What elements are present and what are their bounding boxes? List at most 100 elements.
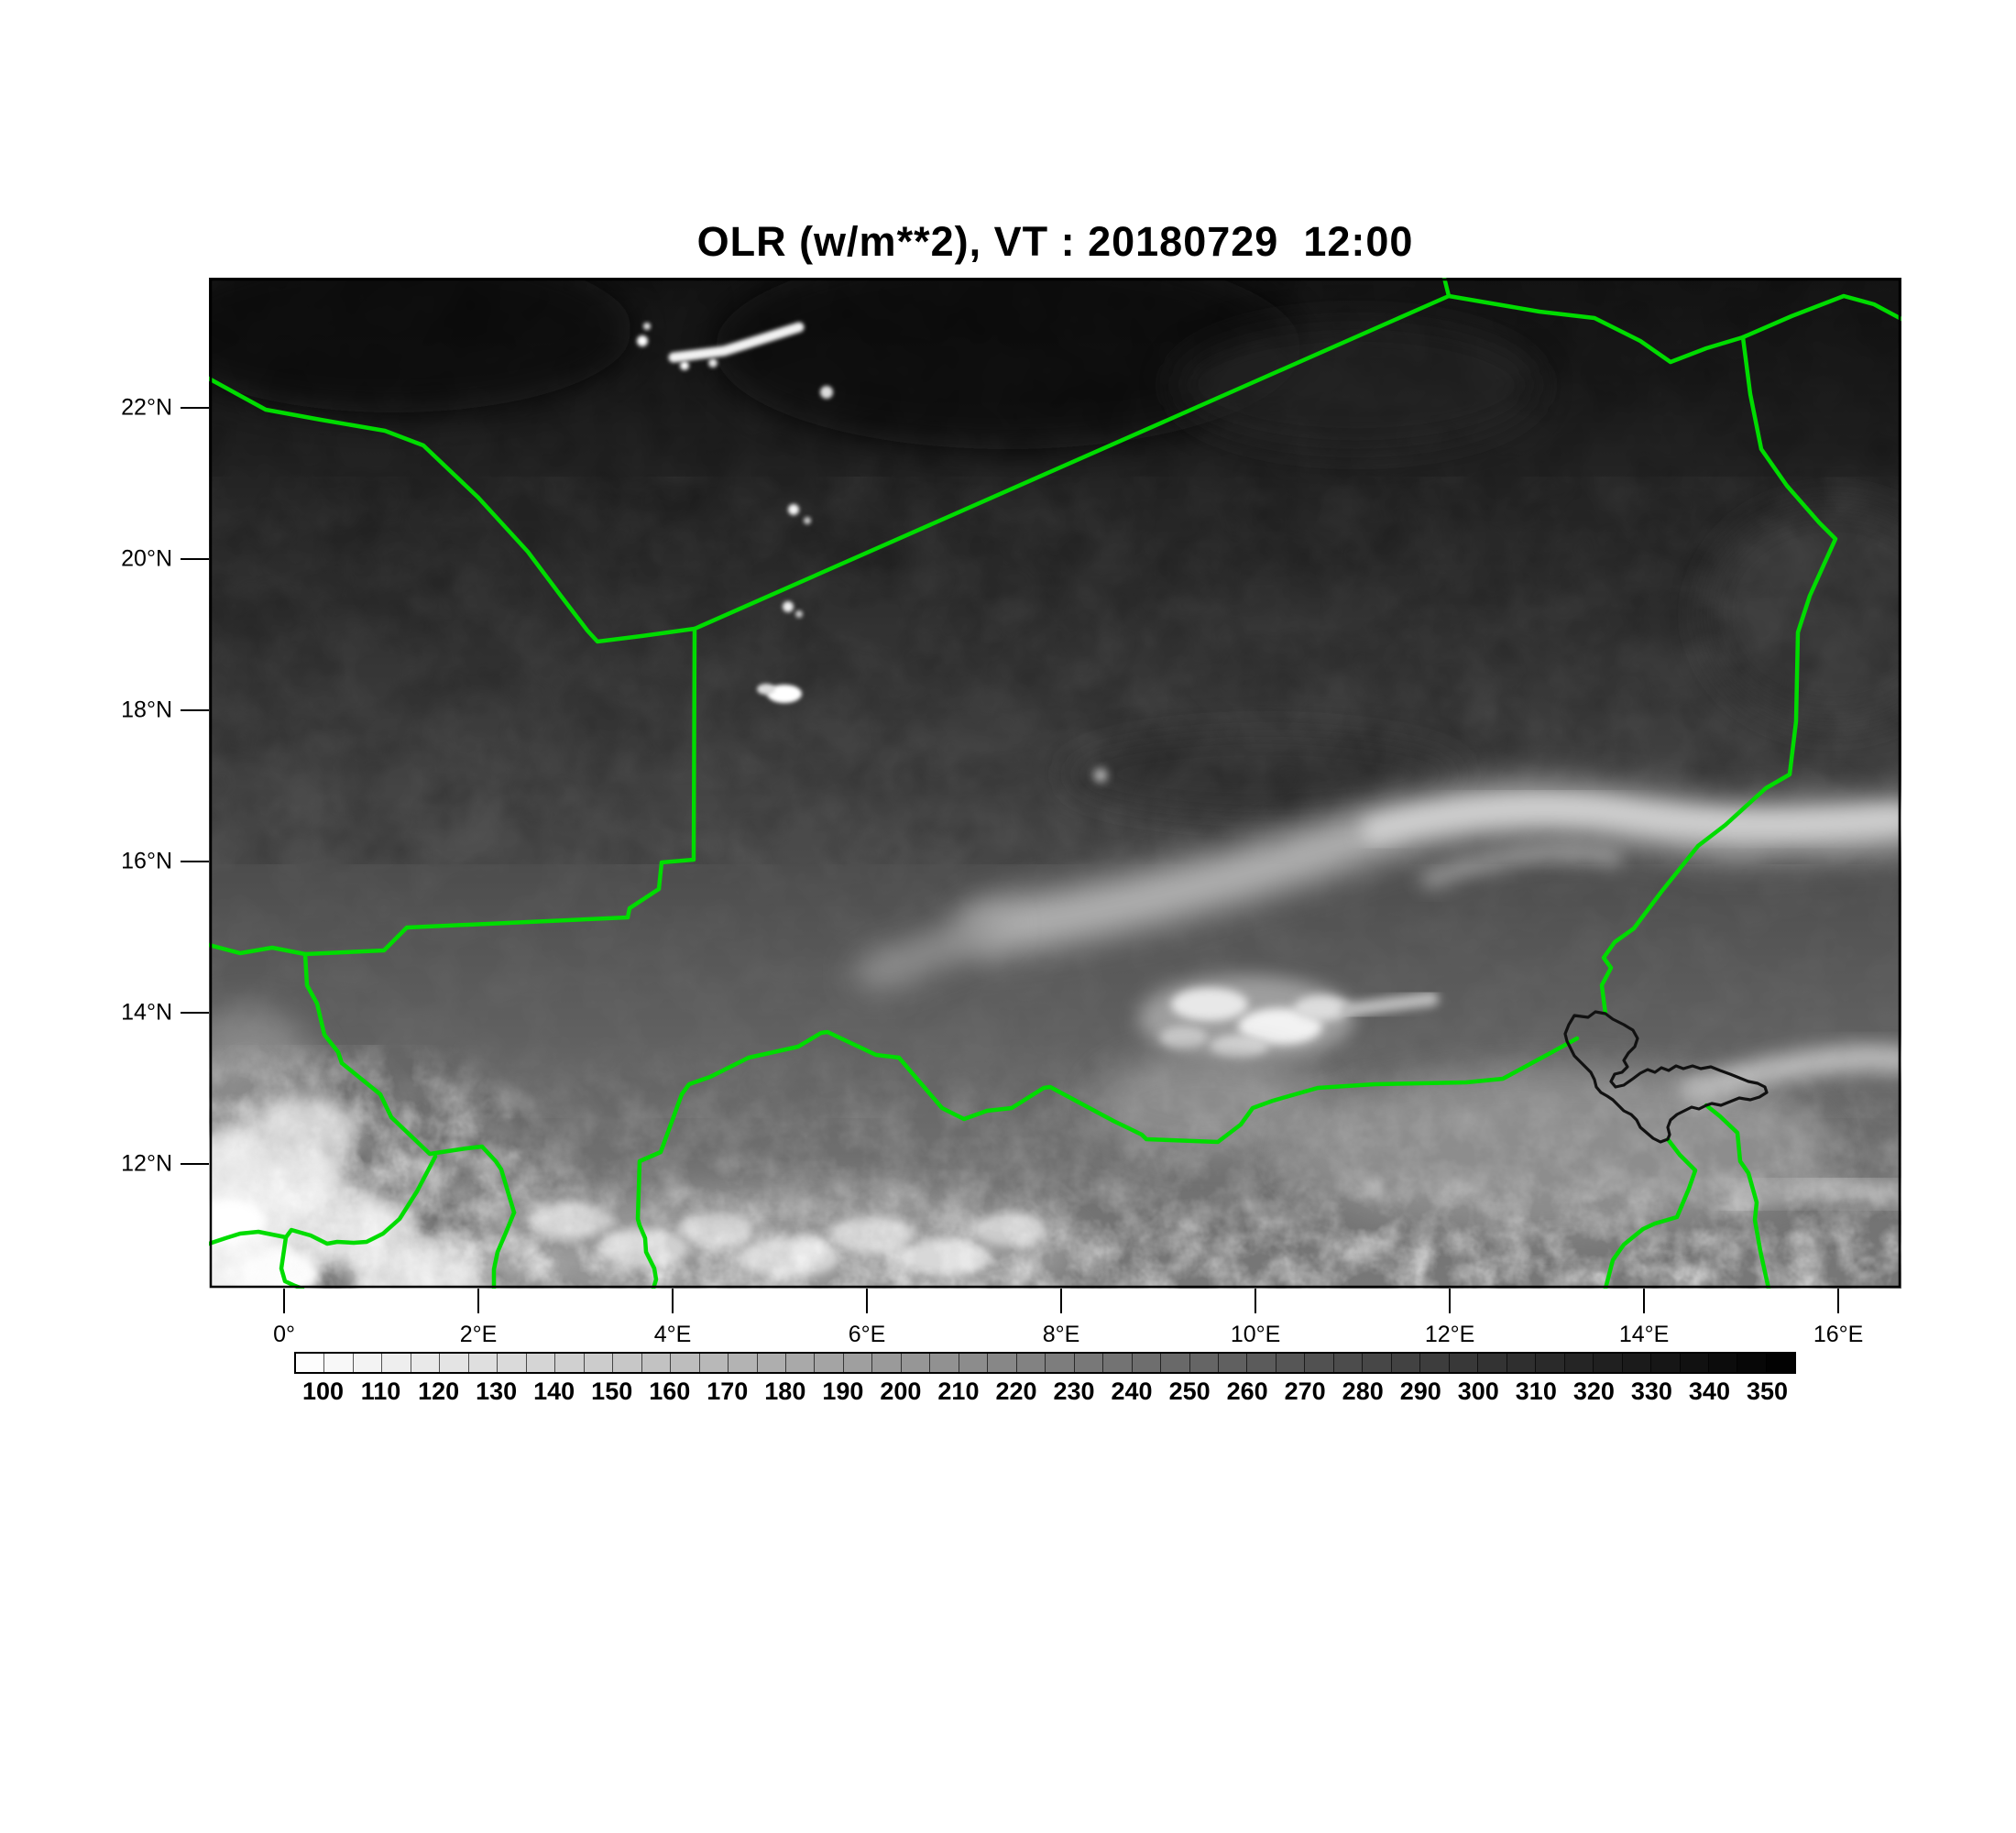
- colorbar-segment-145: [583, 1354, 613, 1372]
- lon-tick-12: [1449, 1289, 1452, 1313]
- colorbar-label-150: 150: [591, 1377, 633, 1405]
- lon-tick-16: [1837, 1289, 1840, 1313]
- colorbar-segment-340: [1707, 1354, 1737, 1372]
- colorbar-segment-275: [1332, 1354, 1363, 1372]
- lon-label-10: 10°E: [1230, 1322, 1281, 1347]
- lake-chad-outline: [1563, 1010, 1769, 1144]
- colorbar-segment-305: [1506, 1354, 1536, 1372]
- colorbar-segment-115: [410, 1354, 440, 1372]
- colorbar-segment-165: [698, 1354, 729, 1372]
- colorbar-label-280: 280: [1342, 1377, 1384, 1405]
- colorbar-segment-300: [1477, 1354, 1507, 1372]
- lon-label-6: 6°E: [848, 1322, 886, 1347]
- colorbar-segment-205: [929, 1354, 959, 1372]
- colorbar-segment-255: [1218, 1354, 1247, 1372]
- colorbar-segment-135: [525, 1354, 555, 1372]
- colorbar-segment-130: [497, 1354, 526, 1372]
- colorbar-label-160: 160: [649, 1377, 691, 1405]
- colorbar-segment-195: [871, 1354, 901, 1372]
- colorbar-segment-280: [1362, 1354, 1391, 1372]
- border-niger-chad: [1599, 335, 1838, 1016]
- colorbar-label-100: 100: [301, 1377, 345, 1405]
- colorbar-label-290: 290: [1399, 1377, 1441, 1405]
- border-mali-niger: [302, 626, 697, 957]
- lat-label-14: 14°N: [121, 999, 172, 1026]
- colorbar-label-110: 110: [360, 1377, 401, 1405]
- colorbar-segment-240: [1131, 1354, 1161, 1372]
- border-libya-niger: [1446, 293, 1746, 365]
- lon-label-16: 16°E: [1813, 1322, 1864, 1347]
- colorbar-segment-325: [1621, 1354, 1651, 1372]
- colorbar-label-170: 170: [707, 1377, 749, 1405]
- lon-tick-6: [866, 1289, 869, 1313]
- colorbar-segment-320: [1593, 1354, 1622, 1372]
- lat-tick-12: [181, 1162, 209, 1165]
- colorbar-segment-150: [612, 1354, 641, 1372]
- lon-tick-10: [1255, 1289, 1257, 1313]
- colorbar-segment-265: [1275, 1354, 1305, 1372]
- colorbar-label-260: 260: [1226, 1377, 1268, 1405]
- colorbar-label-300: 300: [1457, 1377, 1499, 1405]
- border-togo-benin: [491, 1210, 517, 1289]
- colorbar-segment-175: [756, 1354, 785, 1372]
- lon-label-0: 0°: [273, 1322, 295, 1347]
- colorbar-label-200: 200: [880, 1377, 922, 1405]
- plot-title: OLR (w/m**2), VT : 20180729 12:00: [696, 218, 1414, 265]
- colorbar-label-340: 340: [1688, 1377, 1730, 1405]
- border-benin-nigeria: [635, 1055, 751, 1289]
- colorbar-segment-315: [1563, 1354, 1594, 1372]
- colorbar-label-320: 320: [1572, 1377, 1615, 1405]
- colorbar-label-250: 250: [1168, 1377, 1211, 1405]
- colorbar-segment-245: [1160, 1354, 1189, 1372]
- colorbar-label-220: 220: [995, 1377, 1037, 1405]
- colorbar-label-190: 190: [822, 1377, 864, 1405]
- colorbar-label-210: 210: [937, 1377, 980, 1405]
- colorbar-segment-185: [814, 1354, 843, 1372]
- colorbar-label-310: 310: [1515, 1377, 1557, 1405]
- colorbar-segment-295: [1448, 1354, 1478, 1372]
- border-chad-cameroon: [1704, 1103, 1771, 1289]
- border-algeria-mali: [209, 376, 697, 644]
- border-burkina-south: [209, 1154, 438, 1246]
- lon-tick-2: [477, 1289, 480, 1313]
- colorbar-segment-250: [1189, 1354, 1218, 1372]
- colorbar-segment-210: [958, 1354, 988, 1372]
- colorbar-segment-140: [554, 1354, 584, 1372]
- colorbar-label-350: 350: [1746, 1377, 1788, 1405]
- colorbar-segment-110: [381, 1354, 411, 1372]
- lat-label-20: 20°N: [121, 545, 172, 572]
- border-mali-burkina: [209, 942, 308, 957]
- border-nigeria-cameroon: [1603, 1136, 1698, 1289]
- colorbar-segment-125: [467, 1354, 498, 1372]
- lat-tick-22: [181, 406, 209, 409]
- colorbar-segment-330: [1650, 1354, 1680, 1372]
- colorbar-segment-95: [296, 1354, 324, 1372]
- lon-label-4: 4°E: [653, 1322, 692, 1347]
- colorbar-segment-235: [1102, 1354, 1132, 1372]
- colorbar-label-330: 330: [1630, 1377, 1672, 1405]
- lon-label-2: 2°E: [459, 1322, 498, 1347]
- colorbar-label-230: 230: [1053, 1377, 1095, 1405]
- colorbar: [294, 1352, 1796, 1374]
- colorbar-segment-225: [1045, 1354, 1074, 1372]
- map-area: [209, 278, 1901, 1289]
- lat-label-16: 16°N: [121, 848, 172, 874]
- colorbar-segment-270: [1304, 1354, 1333, 1372]
- colorbar-segment-180: [784, 1354, 815, 1372]
- lat-label-12: 12°N: [121, 1150, 172, 1177]
- map-frame: [209, 278, 1901, 1289]
- colorbar-segment-285: [1390, 1354, 1420, 1372]
- texture-clouds-southwest: [209, 1045, 722, 1289]
- lat-label-22: 22°N: [121, 394, 172, 421]
- colorbar-segment-310: [1535, 1354, 1564, 1372]
- colorbar-segment-290: [1419, 1354, 1449, 1372]
- colorbar-segment-335: [1679, 1354, 1708, 1372]
- border-burkina-niger: [302, 951, 517, 1215]
- colorbar-label-120: 120: [418, 1377, 460, 1405]
- lat-tick-18: [181, 708, 209, 711]
- lat-tick-14: [181, 1011, 209, 1014]
- lon-tick-4: [672, 1289, 674, 1313]
- colorbar-segment-160: [670, 1354, 699, 1372]
- colorbar-segment-215: [987, 1354, 1016, 1372]
- colorbar-segment-105: [352, 1354, 382, 1372]
